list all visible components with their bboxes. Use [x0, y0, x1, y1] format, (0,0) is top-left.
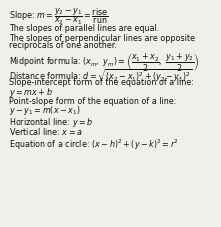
Text: Slope: $m = \dfrac{y_2 - y_1}{x_2 - x_1} = \dfrac{\rm{rise}}{\rm{run}}$: Slope: $m = \dfrac{y_2 - y_1}{x_2 - x_1}… — [9, 7, 108, 27]
Text: Midpoint formula: $\left(x_m,\ y_m\right) = \left(\dfrac{x_1+x_2}{2},\ \dfrac{y_: Midpoint formula: $\left(x_m,\ y_m\right… — [9, 51, 199, 73]
Text: reciprocals of one another.: reciprocals of one another. — [9, 41, 117, 50]
Text: Slope-intercept form of the equation of a line:: Slope-intercept form of the equation of … — [9, 78, 194, 87]
Text: $y = mx + b$: $y = mx + b$ — [9, 85, 53, 98]
Text: Point-slope form of the equation of a line:: Point-slope form of the equation of a li… — [9, 96, 176, 105]
Text: The slopes of parallel lines are equal.: The slopes of parallel lines are equal. — [9, 24, 159, 33]
Text: Equation of a circle: $(x-h)^2 + (y-k)^2 = r^2$: Equation of a circle: $(x-h)^2 + (y-k)^2… — [9, 137, 179, 152]
Text: $y - y_1 = m(x - x_1)$: $y - y_1 = m(x - x_1)$ — [9, 104, 80, 117]
Text: Horizontal line: $y = b$: Horizontal line: $y = b$ — [9, 115, 93, 128]
Text: Vertical line: $x = a$: Vertical line: $x = a$ — [9, 126, 83, 136]
Text: The slopes of perpendicular lines are opposite: The slopes of perpendicular lines are op… — [9, 34, 195, 43]
Text: Distance formula: $d = \sqrt{\left(x_2-x_1\right)^2+\left(y_2-y_1\right)^2}$: Distance formula: $d = \sqrt{\left(x_2-x… — [9, 67, 192, 84]
